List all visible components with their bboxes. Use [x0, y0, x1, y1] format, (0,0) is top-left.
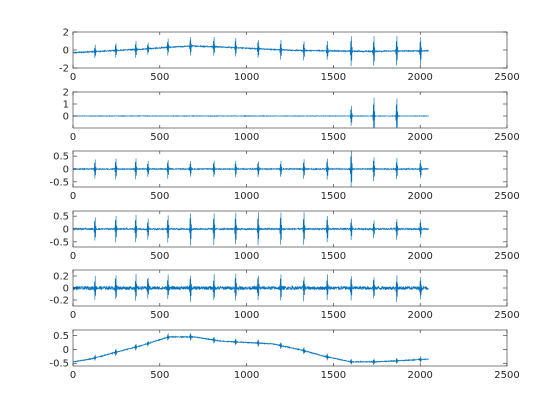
x-tick-label: 2000 [407, 251, 432, 262]
x-tick-label: 1500 [321, 132, 346, 143]
subplot-5: 0 500 1000 1500 2000 2500-0.200.2 [49, 269, 520, 321]
x-tick-label: 500 [150, 132, 169, 143]
x-tick-label: 1000 [234, 370, 259, 381]
y-tick-label: 0 [63, 284, 69, 295]
subplot-4: 0 500 1000 1500 2000 2500 -0.50 0.5 [49, 210, 520, 262]
x-tick-label: 1000 [234, 251, 259, 262]
x-tick-label: 2000 [407, 72, 432, 83]
x-tick-label: 1000 [234, 72, 259, 83]
y-tick-label: 0.5 [53, 331, 69, 342]
y-tick-label: 0.5 [53, 212, 69, 223]
x-tick-label: 1500 [321, 191, 346, 202]
series-line-2 [72, 97, 429, 129]
y-tick-label: -0.5 [49, 177, 69, 188]
x-tick-label: 500 [150, 251, 169, 262]
x-tick-label: 1500 [321, 251, 346, 262]
series-line-5 [72, 273, 429, 303]
y-tick-label: 0 [63, 345, 69, 356]
x-tick-label: 0 [70, 310, 76, 321]
x-tick-label: 2000 [407, 310, 432, 321]
x-tick-label: 2500 [494, 310, 519, 321]
subplot-3: 0 500 1000 1500 2000 2500 -0.50 0.5 [49, 150, 520, 202]
x-tick-label: 2500 [494, 72, 519, 83]
x-tick-label: 0 [70, 191, 76, 202]
x-tick-label: 0 [70, 132, 76, 143]
x-tick-label: 0 [70, 251, 76, 262]
x-tick-label: 2000 [407, 191, 432, 202]
y-tick-label: 2 [63, 28, 69, 39]
series-line-4 [72, 212, 429, 246]
x-tick-label: 0 [70, 370, 76, 381]
y-tick-label: 0.5 [53, 152, 69, 163]
x-tick-label: 1500 [321, 72, 346, 83]
x-tick-label: 500 [150, 72, 169, 83]
y-tick-label: 0 [63, 225, 69, 236]
x-tick-label: 500 [150, 370, 169, 381]
x-tick-label: 1500 [321, 310, 346, 321]
y-tick-label: -0.2 [49, 296, 69, 307]
x-tick-label: 1000 [234, 191, 259, 202]
axes-box [72, 329, 508, 367]
y-tick-label: 1 [63, 100, 69, 111]
x-tick-label: 1000 [234, 132, 259, 143]
subplot-6: 0 500 1000 1500 2000 2500-0.500.5 [49, 329, 520, 381]
y-tick-label: 2 [63, 88, 69, 99]
axes-box [72, 91, 508, 129]
x-tick-label: 500 [150, 310, 169, 321]
x-tick-label: 1500 [321, 370, 346, 381]
y-tick-label: 0 [63, 112, 69, 123]
x-tick-label: 500 [150, 191, 169, 202]
y-tick-label: -0.5 [49, 359, 69, 370]
series-line-6 [72, 333, 429, 365]
y-tick-label: 0 [63, 165, 69, 176]
x-tick-label: 2500 [494, 251, 519, 262]
x-tick-label: 0 [70, 72, 76, 83]
series-line-3 [72, 150, 429, 188]
x-tick-label: 1000 [234, 310, 259, 321]
x-tick-label: 2500 [494, 191, 519, 202]
y-tick-label: -0.5 [49, 237, 69, 248]
x-tick-label: 2500 [494, 132, 519, 143]
x-tick-label: 2000 [407, 132, 432, 143]
x-tick-label: 2000 [407, 370, 432, 381]
subplot-1: 0 500 1000 1500 2000 2500-202 [59, 28, 520, 84]
y-tick-label: 0.2 [53, 272, 69, 283]
x-tick-label: 2500 [494, 370, 519, 381]
y-tick-label: -2 [59, 64, 69, 75]
y-tick-label: 0 [63, 46, 69, 57]
series-line-1 [72, 35, 429, 67]
